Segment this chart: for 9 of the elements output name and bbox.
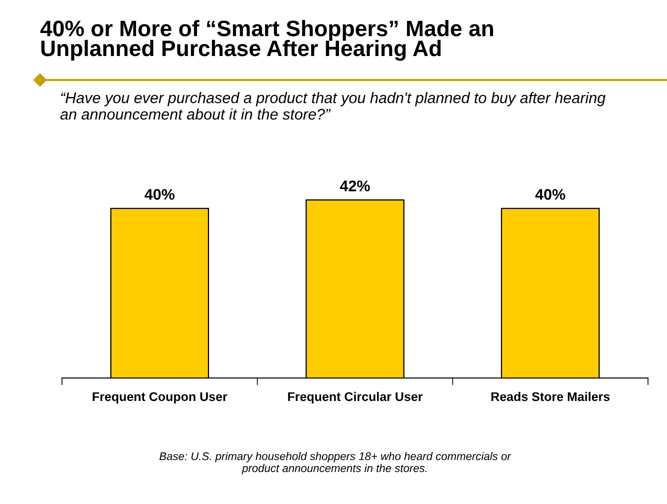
x-tick-label: Frequent Circular User bbox=[288, 392, 423, 404]
data-label: 40% bbox=[144, 189, 175, 200]
data-label: 42% bbox=[340, 180, 370, 192]
data-label: 40% bbox=[535, 189, 566, 200]
chart-subtitle: “Have you ever purchased a product that you hadn't planned to buy after hearing an announcement about it in the store?” bbox=[60, 92, 606, 120]
x-tick-label: Frequent Coupon User bbox=[92, 392, 228, 404]
text: Base: U.S. primary household shoppers 18+ who heard commercials or product announcements in the stores. bbox=[159, 452, 512, 474]
chart-title: 40% or More of “Smart Shoppers” Made an Unplanned Purchase After Hearing Ad bbox=[40, 20, 494, 61]
x-tick-label: Reads Store Mailers bbox=[491, 392, 610, 402]
